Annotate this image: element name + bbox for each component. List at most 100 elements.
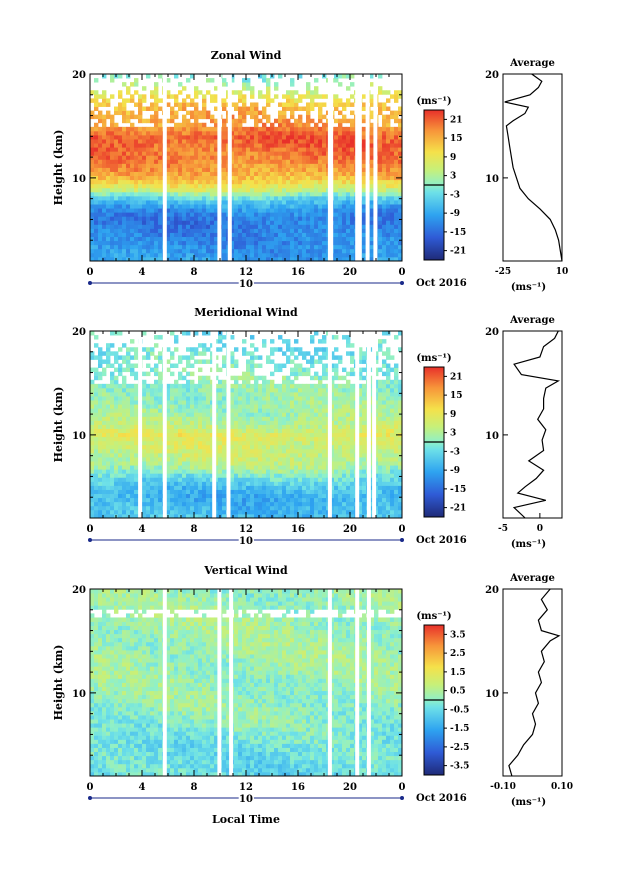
heatmap-cell — [394, 151, 399, 156]
heatmap-cell — [126, 228, 131, 233]
heatmap-cell — [98, 159, 103, 164]
heatmap-cell — [190, 452, 195, 458]
heatmap-cell — [222, 232, 227, 238]
heatmap-cell — [190, 139, 195, 144]
heatmap-cell — [322, 200, 327, 205]
heatmap-cell — [362, 106, 367, 111]
heatmap-cell — [174, 347, 179, 352]
data-gap — [365, 74, 370, 261]
heatmap-cell — [146, 200, 151, 205]
heatmap-cell — [98, 383, 103, 389]
heatmap-cell — [234, 244, 239, 250]
heatmap-cell — [222, 122, 227, 128]
heatmap-cell — [122, 155, 127, 160]
heatmap-cell — [150, 118, 155, 124]
heatmap-cell — [266, 86, 271, 91]
heatmap-cell — [314, 86, 319, 91]
heatmap-cell — [234, 387, 239, 393]
heatmap-cell — [202, 236, 207, 242]
heatmap-cell — [170, 331, 175, 336]
heatmap-cell — [166, 248, 171, 254]
heatmap-cell — [210, 228, 215, 233]
heatmap-cell — [142, 130, 147, 136]
heatmap-cell — [270, 444, 275, 450]
heatmap-cell — [122, 167, 127, 172]
heatmap-cell — [238, 90, 243, 95]
heatmap-cell — [294, 130, 299, 136]
heatmap-cell — [158, 175, 163, 181]
heatmap-cell — [394, 114, 399, 120]
heatmap-cell — [150, 477, 155, 482]
heatmap-cell — [274, 367, 279, 373]
heatmap-cell — [274, 200, 279, 205]
heatmap-cell — [266, 379, 271, 385]
heatmap-cell — [242, 195, 247, 201]
heatmap-cell — [158, 444, 163, 450]
heatmap-cell — [186, 171, 191, 177]
heatmap-cell — [322, 228, 327, 233]
heatmap-cell — [314, 212, 319, 217]
heatmap-cell — [174, 110, 179, 116]
heatmap-cell — [270, 391, 275, 397]
heatmap-cell — [246, 155, 251, 160]
heatmap-cell — [370, 183, 375, 189]
heatmap-cell — [310, 130, 315, 136]
heatmap-cell — [158, 216, 163, 221]
heatmap-cell — [338, 187, 343, 193]
heatmap-cell — [90, 204, 95, 209]
heatmap-cell — [338, 102, 343, 107]
heatmap-cell — [318, 151, 323, 156]
heatmap-cell — [350, 244, 355, 250]
heatmap-cell — [278, 248, 283, 254]
heatmap-cell — [290, 236, 295, 242]
heatmap-cell — [190, 408, 195, 413]
colorbar-tick-label: 15 — [450, 134, 463, 144]
heatmap-cell — [198, 432, 203, 438]
heatmap-cell — [130, 252, 135, 258]
day-bracket-end — [400, 281, 404, 285]
heatmap-cell — [214, 130, 219, 136]
heatmap-cell — [338, 179, 343, 185]
heatmap-cell — [318, 106, 323, 111]
heatmap-cell — [390, 256, 395, 262]
heatmap-cell — [126, 147, 131, 152]
heatmap-cell — [286, 94, 291, 99]
heatmap-cell — [234, 383, 239, 389]
heatmap-cell — [378, 171, 383, 177]
heatmap-cell — [314, 102, 319, 107]
heatmap-cell — [230, 391, 235, 397]
heatmap-cell — [338, 200, 343, 205]
heatmap-cell — [250, 343, 255, 348]
heatmap-cell — [146, 408, 151, 413]
heatmap-cell — [214, 139, 219, 144]
heatmap-cell — [154, 179, 159, 185]
heatmap-cell — [378, 240, 383, 246]
heatmap-cell — [350, 195, 355, 201]
heatmap-cell — [302, 244, 307, 250]
heatmap-cell — [378, 212, 383, 217]
heatmap-cell — [214, 200, 219, 205]
heatmap-cell — [386, 122, 391, 128]
heatmap-cell — [170, 171, 175, 177]
heatmap-cell — [314, 216, 319, 221]
heatmap-cell — [370, 163, 375, 168]
heatmap-cell — [210, 200, 215, 205]
heatmap-cell — [146, 244, 151, 250]
heatmap-cell — [246, 404, 251, 409]
heatmap-cell — [94, 473, 99, 478]
heatmap-cell — [206, 497, 211, 503]
heatmap-cell — [258, 143, 263, 148]
heatmap-cell — [242, 444, 247, 450]
heatmap-cell — [274, 428, 279, 434]
heatmap-cell — [146, 175, 151, 181]
heatmap-cell — [322, 191, 327, 197]
heatmap-cell — [90, 424, 95, 429]
heatmap-cell — [94, 497, 99, 503]
heatmap-cell — [98, 191, 103, 197]
heatmap-cell — [150, 130, 155, 136]
heatmap-cell — [222, 204, 227, 209]
heatmap-cell — [106, 412, 111, 417]
heatmap-cell — [106, 481, 111, 486]
heatmap-cell — [386, 139, 391, 144]
heatmap-cell — [222, 420, 227, 425]
